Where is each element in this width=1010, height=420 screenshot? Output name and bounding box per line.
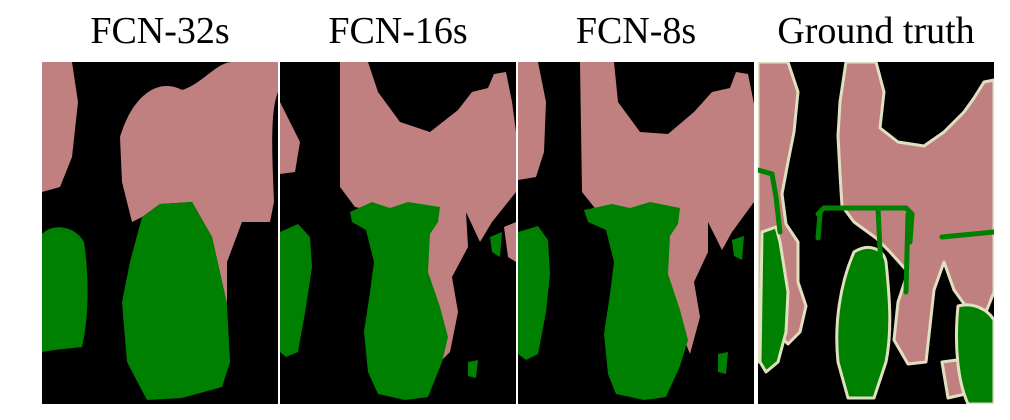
person-region: [836, 62, 994, 366]
person-region: [280, 102, 300, 174]
bicycle-region: [758, 225, 790, 374]
segmentation-panel-fcn-32s: [42, 62, 278, 404]
segmentation-panel-fcn-16s: [280, 62, 516, 404]
panel-title-fcn-16s: FCN-16s: [328, 10, 468, 52]
bicycle-region: [718, 352, 728, 374]
bicycle-region: [732, 236, 744, 260]
person-region: [504, 222, 516, 262]
bicycle-frame: [815, 205, 994, 295]
bicycle-frame: [758, 167, 783, 235]
segmentation-panel-fcn-8s: [518, 62, 754, 404]
panel-title-fcn-32s: FCN-32s: [90, 10, 230, 52]
segmentation-map-fcn-32s: [42, 62, 278, 404]
bicycle-region: [122, 202, 230, 400]
person-region: [120, 62, 278, 304]
bicycle-region: [518, 226, 550, 360]
person-region: [518, 62, 546, 180]
person-region: [42, 62, 78, 192]
segmentation-map-fcn-16s: [280, 62, 516, 404]
segmentation-map-ground-truth: [758, 62, 994, 404]
segmentation-panel-ground-truth: [758, 62, 994, 404]
bicycle-region: [954, 303, 994, 404]
panel-title-fcn-8s: FCN-8s: [575, 10, 697, 52]
segmentation-map-fcn-8s: [518, 62, 754, 404]
bicycle-region: [42, 227, 88, 352]
bicycle-region: [280, 224, 312, 357]
panel-title-ground-truth: Ground truth: [777, 10, 975, 52]
bicycle-region: [468, 360, 478, 378]
bicycle-region: [490, 232, 502, 257]
bicycle-region: [350, 202, 448, 400]
bicycle-region: [584, 202, 688, 400]
